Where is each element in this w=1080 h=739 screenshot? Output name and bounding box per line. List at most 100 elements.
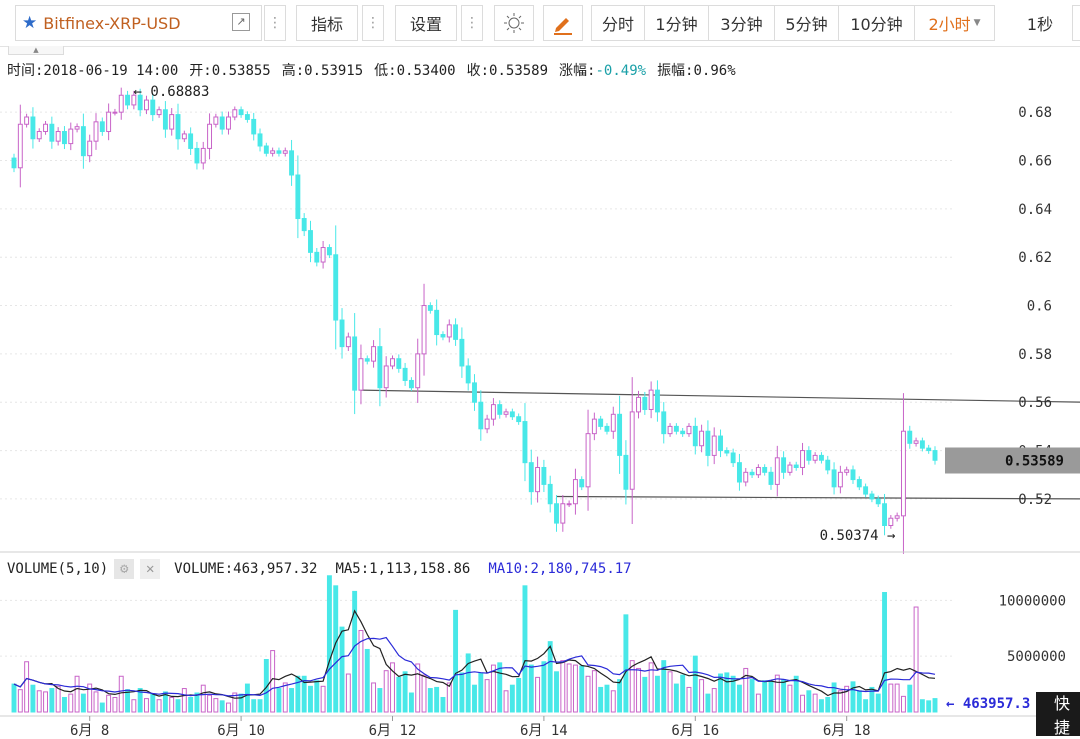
- quick-action-button[interactable]: 快捷: [1036, 692, 1080, 736]
- time-axis: 6月 8 6月 10 6月 12 6月 14 6月 16 6月 18: [70, 716, 871, 739]
- quick-action-label: 快捷: [1054, 694, 1071, 736]
- refresh-interval[interactable]: 1秒: [1010, 5, 1070, 41]
- volume-bar-down: [882, 592, 887, 713]
- popout-icon[interactable]: ↗: [232, 13, 250, 31]
- candle-up: [383, 365, 389, 389]
- candle-down: [718, 435, 723, 452]
- period-tab-3min[interactable]: 3分钟: [709, 5, 775, 41]
- candle-down: [308, 230, 313, 253]
- volume-bar-down: [528, 664, 534, 713]
- candle-down: [289, 150, 295, 176]
- price-tick-label: 0.62: [1018, 250, 1052, 266]
- period-tab-5min[interactable]: 5分钟: [775, 5, 839, 41]
- volume-bar-down: [314, 680, 320, 713]
- volume-bar-up: [446, 682, 452, 713]
- period-tab-10min[interactable]: 10分钟: [839, 5, 915, 41]
- volume-bar-up: [572, 664, 578, 713]
- indicators-menu-button[interactable]: ⋮: [362, 5, 384, 41]
- symbol-menu-button[interactable]: ⋮: [264, 5, 286, 41]
- candle-up: [156, 109, 162, 116]
- time-tick-label: 6月 18: [823, 723, 871, 739]
- volume-bar-up: [837, 690, 843, 713]
- star-icon[interactable]: ★: [22, 13, 38, 33]
- close-icon[interactable]: ✕: [140, 559, 161, 579]
- volume-bar-up: [200, 684, 206, 713]
- candle-down: [869, 493, 875, 500]
- candle-up: [232, 109, 238, 118]
- collapse-toolbar-toggle[interactable]: ▲: [8, 46, 64, 55]
- period-label: 分时: [601, 15, 634, 34]
- candle-down: [49, 123, 55, 142]
- volume-tick-label: 5000000: [1007, 649, 1066, 665]
- candle-down: [875, 498, 881, 505]
- volume-bar-down: [673, 683, 679, 713]
- draw-button[interactable]: [543, 5, 583, 41]
- candle-down: [818, 454, 824, 461]
- period-tab-1min[interactable]: 1分钟: [645, 5, 709, 41]
- candle-down: [364, 358, 370, 362]
- price-tick-label: 0.64: [1018, 202, 1052, 218]
- candle-down: [623, 454, 629, 490]
- volume-bar-down: [308, 685, 313, 713]
- indicators-button[interactable]: 指标: [296, 5, 358, 41]
- volume-bar-up: [648, 662, 654, 713]
- candle-down: [125, 94, 131, 106]
- volume-bar-up: [566, 663, 572, 713]
- indicators-label: 指标: [310, 15, 343, 34]
- candle-down: [509, 411, 515, 418]
- volume-bar-down: [30, 684, 36, 713]
- volume-bar-down: [244, 683, 250, 713]
- candle-down: [522, 421, 528, 464]
- brightness-button[interactable]: [494, 5, 534, 41]
- period-label: 10分钟: [850, 15, 903, 34]
- candle-down: [825, 459, 831, 471]
- candle-down: [402, 367, 408, 381]
- period-label: 1分钟: [655, 15, 698, 34]
- candle-down: [137, 94, 143, 111]
- candle-up: [913, 440, 919, 444]
- trendlines: [360, 389, 1080, 500]
- candle-up: [181, 133, 187, 140]
- period-tab-2h[interactable]: 2小时 ▼: [915, 5, 995, 41]
- candle-down: [251, 118, 257, 135]
- volume-bar-down: [869, 686, 875, 713]
- candle-down: [705, 430, 711, 456]
- period-tab-timeline[interactable]: 分时: [591, 5, 645, 41]
- volume-bar-down: [654, 675, 660, 713]
- candle-up: [200, 147, 206, 164]
- candle-down: [30, 116, 36, 140]
- candle-down: [863, 486, 869, 495]
- gear-icon[interactable]: ⚙: [114, 559, 135, 579]
- candle-down: [314, 251, 320, 263]
- volume-bar-down: [396, 676, 402, 713]
- volume-bar-down: [472, 684, 477, 713]
- candle-down: [377, 346, 383, 389]
- trendline: [360, 389, 1080, 403]
- settings-menu-button[interactable]: ⋮: [461, 5, 483, 41]
- candle-up: [131, 94, 137, 106]
- ma10-line: [13, 636, 936, 697]
- current-price-label: 0.53589: [1005, 454, 1064, 470]
- volume-bar-up: [686, 686, 692, 713]
- info-close: 收:0.53589: [466, 63, 549, 79]
- volume-bar-down: [137, 688, 143, 713]
- candle-up: [585, 433, 591, 488]
- volume-bar-down: [547, 641, 553, 713]
- volume-bar-down: [276, 688, 282, 713]
- candle-down: [62, 131, 67, 145]
- volume-bar-down: [919, 699, 925, 713]
- candle-down: [150, 99, 156, 116]
- candle-down: [11, 157, 17, 169]
- candle-down: [547, 483, 553, 505]
- volume-bar-down: [907, 684, 913, 713]
- settings-button[interactable]: 设置: [395, 5, 457, 41]
- chevron-down-icon: ▼: [973, 18, 981, 28]
- volume-bar-up: [490, 664, 496, 713]
- candle-up: [282, 150, 288, 154]
- symbol-selector[interactable]: ★ Bitfinex-XRP-USD: [15, 5, 262, 41]
- candle-up: [118, 94, 124, 113]
- candle-up: [535, 466, 541, 493]
- candle-down: [907, 430, 913, 444]
- candle-up: [648, 389, 654, 410]
